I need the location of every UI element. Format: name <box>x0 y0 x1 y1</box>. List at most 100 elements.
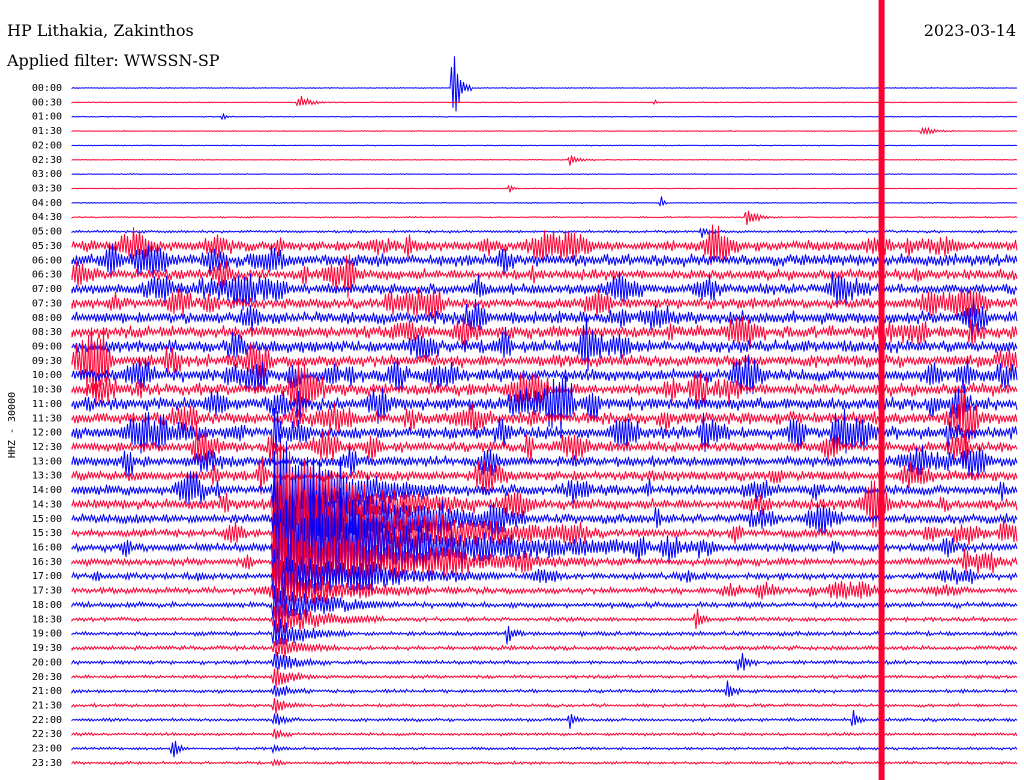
row-label: 21:00 <box>32 686 62 697</box>
trace-row-01:30 <box>71 126 1018 136</box>
row-label: 19:30 <box>32 643 62 654</box>
trace-row-09:30 <box>71 327 1018 405</box>
trace-row-04:30 <box>71 210 1018 226</box>
row-label: 02:00 <box>32 140 62 151</box>
trace-row-22:00 <box>71 709 1018 729</box>
trace-row-17:00 <box>71 548 1018 603</box>
row-label: 05:30 <box>32 241 62 252</box>
date-label: 2023-03-14 <box>923 21 1016 40</box>
row-label: 17:00 <box>32 571 62 582</box>
row-label: 12:00 <box>32 428 62 439</box>
row-label: 17:30 <box>32 586 62 597</box>
trace-row-04:00 <box>71 196 1018 208</box>
trace-row-05:30 <box>71 224 1018 266</box>
trace-row-00:00 <box>71 56 1018 112</box>
row-label: 09:00 <box>32 342 62 353</box>
row-label: 00:30 <box>32 97 62 108</box>
row-label: 16:30 <box>32 557 62 568</box>
row-label: 07:00 <box>32 284 62 295</box>
row-label: 08:00 <box>32 313 62 324</box>
row-label: 07:30 <box>32 298 62 309</box>
trace-row-08:30 <box>71 315 1018 353</box>
row-label: 06:00 <box>32 255 62 266</box>
trace-row-14:30 <box>71 443 1018 565</box>
traces-group <box>71 0 1018 780</box>
trace-row-13:30 <box>71 457 1018 495</box>
trace-row-10:30 <box>71 362 1018 417</box>
trace-row-11:30 <box>71 385 1018 452</box>
row-label: 22:30 <box>32 729 62 740</box>
trace-row-15:00 <box>71 459 1018 572</box>
trace-row-20:00 <box>71 651 1018 671</box>
trace-row-08:00 <box>71 299 1018 336</box>
trace-row-07:00 <box>71 271 1018 311</box>
row-label: 00:00 <box>32 83 62 94</box>
row-label: 04:00 <box>32 198 62 209</box>
row-label: 03:00 <box>32 169 62 180</box>
row-label: 10:00 <box>32 370 62 381</box>
row-label: 01:00 <box>32 112 62 123</box>
row-label: 11:00 <box>32 399 62 410</box>
trace-row-09:00 <box>71 313 1018 372</box>
row-label: 15:30 <box>32 528 62 539</box>
trace-row-16:00 <box>71 489 1018 601</box>
y-axis-label: HHZ - 30000 <box>7 392 18 458</box>
row-label: 13:30 <box>32 471 62 482</box>
trace-row-14:00 <box>71 433 1018 543</box>
trace-row-21:00 <box>71 680 1018 698</box>
saturated-band <box>878 0 885 780</box>
row-label: 05:00 <box>32 227 62 238</box>
trace-row-07:30 <box>71 286 1018 321</box>
trace-row-06:30 <box>71 254 1018 299</box>
trace-row-18:30 <box>71 601 1018 634</box>
trace-row-21:30 <box>71 698 1018 715</box>
row-label: 03:30 <box>32 184 62 195</box>
row-label: 08:30 <box>32 327 62 338</box>
row-label: 14:30 <box>32 499 62 510</box>
row-label: 20:30 <box>32 672 62 683</box>
trace-row-22:30 <box>71 728 1018 740</box>
row-label: 20:00 <box>32 657 62 668</box>
row-label: 13:00 <box>32 456 62 467</box>
trace-row-03:00 <box>71 173 1018 176</box>
trace-row-05:00 <box>71 227 1018 238</box>
trace-row-02:00 <box>71 144 1018 147</box>
row-label: 21:30 <box>32 701 62 712</box>
filter-label: Applied filter: WWSSN-SP <box>7 51 220 70</box>
trace-row-19:30 <box>71 637 1018 658</box>
row-label: 06:30 <box>32 270 62 281</box>
trace-row-11:00 <box>71 375 1018 434</box>
trace-row-12:00 <box>71 407 1018 463</box>
trace-row-10:00 <box>71 355 1018 395</box>
row-labels-group: 00:00 00:30 01:00 01:30 02:00 02:30 03:00 03:30… <box>32 83 62 769</box>
trace-row-02:30 <box>71 155 1018 166</box>
row-label: 23:00 <box>32 744 62 755</box>
row-label: 10:30 <box>32 385 62 396</box>
row-label: 23:30 <box>32 758 62 769</box>
row-label: 02:30 <box>32 155 62 166</box>
trace-row-16:30 <box>71 522 1018 602</box>
trace-row-20:30 <box>71 666 1018 688</box>
trace-row-01:00 <box>71 112 1018 121</box>
row-label: 16:00 <box>32 543 62 554</box>
row-label: 14:00 <box>32 485 62 496</box>
row-label: 18:00 <box>32 600 62 611</box>
trace-row-00:30 <box>71 96 1018 107</box>
trace-row-13:00 <box>71 444 1018 479</box>
trace-row-23:00 <box>71 740 1018 758</box>
row-label: 04:30 <box>32 212 62 223</box>
row-label: 15:00 <box>32 514 62 525</box>
trace-row-23:30 <box>71 758 1018 767</box>
trace-row-03:30 <box>71 184 1018 193</box>
row-label: 09:30 <box>32 356 62 367</box>
row-label: 11:30 <box>32 413 62 424</box>
station-title: HP Lithakia, Zakinthos <box>7 21 194 40</box>
trace-row-19:00 <box>71 618 1018 646</box>
row-label: 01:30 <box>32 126 62 137</box>
trace-row-06:00 <box>71 243 1018 278</box>
trace-row-18:00 <box>71 585 1018 629</box>
row-label: 12:30 <box>32 442 62 453</box>
trace-row-12:30 <box>71 420 1018 465</box>
